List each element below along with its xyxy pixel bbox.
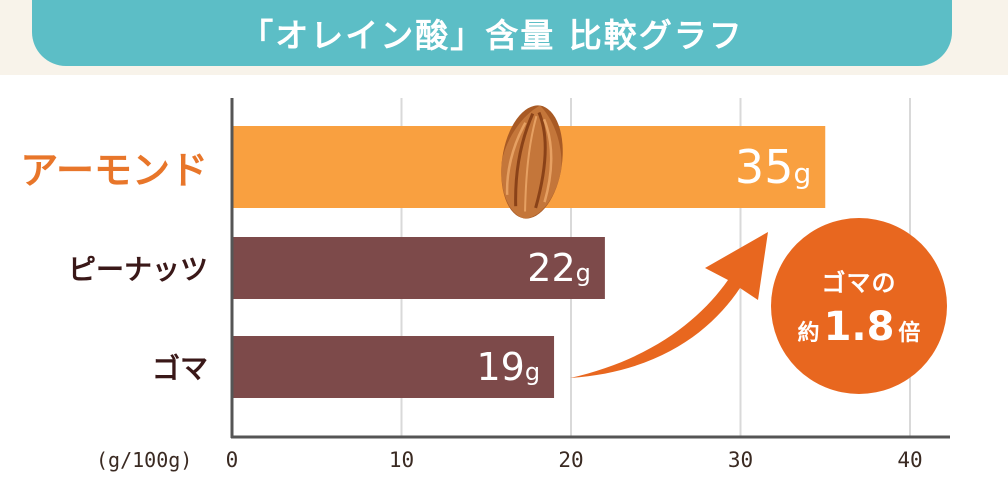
tick-label-10: 10: [388, 448, 415, 472]
category-label-1: ピーナッツ: [67, 253, 208, 286]
tick-label-0: 0: [225, 448, 239, 472]
almond-icon: [501, 105, 563, 219]
tick-label-20: 20: [558, 448, 584, 472]
chart-title: 「オレイン酸」含量 比較グラフ: [32, 0, 952, 66]
tick-label-30: 30: [727, 448, 754, 472]
callout-ratio: 1.8: [823, 303, 895, 350]
ratio-callout-badge: ゴマの 約 1.8 倍: [771, 218, 947, 394]
tick-label-40: 40: [897, 448, 923, 472]
callout-line1: ゴマの: [821, 268, 897, 297]
value-label-1: 22g: [527, 246, 591, 290]
callout-suffix: 倍: [898, 320, 921, 346]
callout-prefix: 約: [797, 320, 820, 346]
callout-line2: 約 1.8 倍: [798, 304, 921, 350]
value-label-0: 35g: [735, 140, 811, 194]
category-label-0: アーモンド: [20, 148, 208, 193]
x-axis-unit-label: (g/100g): [96, 448, 193, 472]
axes: [230, 98, 950, 439]
bar-1: [232, 237, 605, 299]
bar-2: [232, 336, 555, 398]
growth-arrow: [570, 232, 768, 378]
value-label-2: 19g: [476, 345, 540, 389]
category-label-2: ゴマ: [151, 352, 208, 385]
